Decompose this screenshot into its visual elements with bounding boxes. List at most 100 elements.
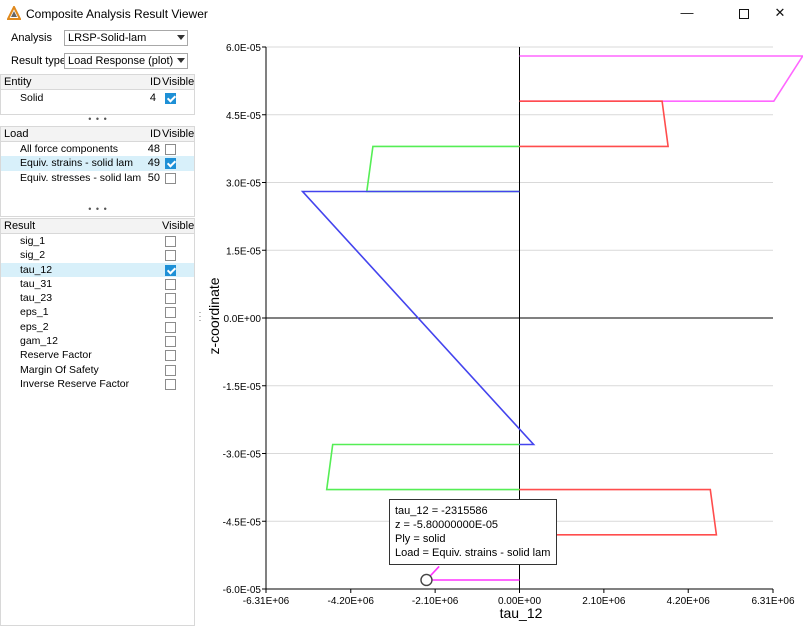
- maximize-icon: [739, 8, 749, 19]
- entity-table: Entity ID Visible Solid 4: [0, 74, 195, 115]
- result-name: eps_1: [20, 306, 49, 319]
- x-tick-label: -2.10E+06: [412, 596, 459, 607]
- chart-plot[interactable]: 6.0E-05 4.5E-05 3.0E-05 1.5E-05 0.0E+00 -1.5E…: [204, 26, 803, 626]
- visible-column-header[interactable]: Visible: [162, 76, 195, 88]
- table-row[interactable]: tau_12: [1, 262, 194, 277]
- table-row[interactable]: sig_2: [1, 248, 194, 262]
- panel-splitter[interactable]: • • •: [88, 114, 108, 124]
- visible-checkbox[interactable]: [165, 350, 176, 362]
- data-point-tooltip: tau_12 = -2315586 z = -5.80000000E-05 Pl…: [389, 499, 557, 565]
- selected-point-marker: [420, 573, 433, 587]
- visible-checkbox[interactable]: [165, 378, 176, 390]
- id-column-header[interactable]: ID: [150, 76, 161, 88]
- load-id: 50: [147, 171, 160, 184]
- analysis-select[interactable]: LRSP-Solid-lam: [64, 30, 188, 46]
- visible-checkbox[interactable]: [165, 93, 176, 104]
- visible-checkbox[interactable]: [165, 144, 176, 155]
- altair-logo-icon: [7, 6, 21, 20]
- table-row[interactable]: Reserve Factor: [1, 348, 194, 362]
- minimize-button[interactable]: —: [680, 5, 694, 20]
- table-row[interactable]: Margin Of Safety: [1, 363, 194, 377]
- load-column-header[interactable]: Load: [4, 128, 29, 140]
- result-name: sig_2: [20, 249, 46, 262]
- result-name: tau_12: [20, 263, 53, 276]
- entity-column-header[interactable]: Entity: [4, 76, 32, 88]
- visible-column-header[interactable]: Visible: [162, 128, 195, 140]
- table-row[interactable]: gam_12: [1, 334, 194, 348]
- left-panel: Analysis LRSP-Solid-lam Result type Load…: [0, 26, 196, 626]
- load-table: Load ID Visible All force components 48 …: [0, 126, 195, 217]
- table-row[interactable]: tau_31: [1, 277, 194, 291]
- entity-name: Solid: [20, 92, 44, 104]
- series-line-4: [300, 190, 536, 446]
- visible-checkbox[interactable]: [165, 321, 176, 333]
- panel-splitter[interactable]: • • •: [88, 204, 108, 214]
- y-tick-label: -6.0E-05: [223, 585, 262, 596]
- close-button[interactable]: ✕: [774, 5, 786, 20]
- table-row[interactable]: Inverse Reserve Factor: [1, 377, 194, 391]
- entity-id: 4: [149, 92, 156, 104]
- table-row[interactable]: eps_1: [1, 305, 194, 319]
- table-row[interactable]: Solid 4: [1, 91, 194, 105]
- visible-checkbox[interactable]: [165, 250, 176, 262]
- chevron-down-icon: [177, 58, 185, 63]
- visible-checkbox[interactable]: [165, 278, 176, 290]
- table-row[interactable]: All force components 48: [1, 142, 194, 156]
- load-name: Equiv. stresses - solid lam: [20, 171, 142, 184]
- load-name: Equiv. strains - solid lam: [20, 157, 134, 170]
- visible-checkbox[interactable]: [165, 336, 176, 348]
- maximize-button[interactable]: [721, 0, 767, 26]
- tooltip-ply: Ply = solid: [395, 533, 446, 545]
- load-table-header: Load ID Visible: [1, 127, 194, 142]
- result-name: eps_2: [20, 320, 49, 333]
- tick-layer: 6.0E-05 4.5E-05 3.0E-05 1.5E-05 0.0E+00 -1.5E…: [223, 43, 795, 607]
- y-tick-label: 0.0E+00: [223, 314, 261, 325]
- visible-checkbox[interactable]: [165, 158, 176, 170]
- y-tick-label: 3.0E-05: [226, 179, 261, 190]
- table-row[interactable]: sig_1: [1, 234, 194, 248]
- series-layer: [300, 55, 803, 587]
- visible-column-header[interactable]: Visible: [162, 220, 195, 232]
- tooltip-load: Load = Equiv. strains - solid lam: [395, 547, 551, 559]
- result-name: tau_23: [20, 292, 53, 305]
- result-column-header[interactable]: Result: [4, 220, 36, 232]
- series-line-5: [325, 443, 520, 491]
- result-name: Inverse Reserve Factor: [20, 377, 130, 390]
- load-id: 49: [147, 157, 160, 170]
- table-row[interactable]: eps_2: [1, 320, 194, 334]
- load-id: 48: [147, 143, 160, 155]
- vertical-splitter[interactable]: · · ·: [198, 307, 202, 325]
- analysis-label: Analysis: [11, 32, 52, 44]
- title-bar: Composite Analysis Result Viewer — ✕: [0, 0, 803, 26]
- result-type-select-value: Load Response (plot): [68, 55, 174, 67]
- series-line-6: [519, 488, 718, 536]
- visible-checkbox[interactable]: [165, 364, 176, 376]
- result-name: gam_12: [20, 335, 58, 348]
- x-tick-label: 2.10E+06: [582, 596, 626, 607]
- x-axis-label: tau_12: [500, 605, 543, 621]
- visible-checkbox[interactable]: [165, 236, 176, 247]
- table-row[interactable]: Equiv. stresses - solid lam 50: [1, 171, 194, 185]
- tooltip-z: z = -5.80000000E-05: [395, 519, 499, 531]
- x-tick-label: -4.20E+06: [328, 596, 375, 607]
- entity-table-header: Entity ID Visible: [1, 75, 194, 90]
- table-row[interactable]: tau_23: [1, 291, 194, 305]
- y-tick-label: -4.5E-05: [223, 517, 262, 528]
- result-type-select[interactable]: Load Response (plot): [64, 53, 188, 69]
- visible-checkbox[interactable]: [165, 264, 176, 276]
- y-tick-label: -1.5E-05: [223, 382, 262, 393]
- y-tick-label: 4.5E-05: [226, 111, 261, 122]
- window-title: Composite Analysis Result Viewer: [26, 7, 208, 21]
- load-name: All force components: [20, 143, 119, 155]
- visible-checkbox[interactable]: [165, 307, 176, 319]
- visible-checkbox[interactable]: [165, 293, 176, 305]
- x-tick-label: 6.31E+06: [751, 596, 795, 607]
- chevron-down-icon: [177, 35, 185, 40]
- id-column-header[interactable]: ID: [150, 128, 161, 140]
- table-row[interactable]: Equiv. strains - solid lam 49: [1, 156, 194, 171]
- result-name: tau_31: [20, 277, 53, 290]
- series-line-2: [519, 100, 670, 148]
- x-tick-label: -6.31E+06: [243, 596, 290, 607]
- visible-checkbox[interactable]: [165, 172, 176, 184]
